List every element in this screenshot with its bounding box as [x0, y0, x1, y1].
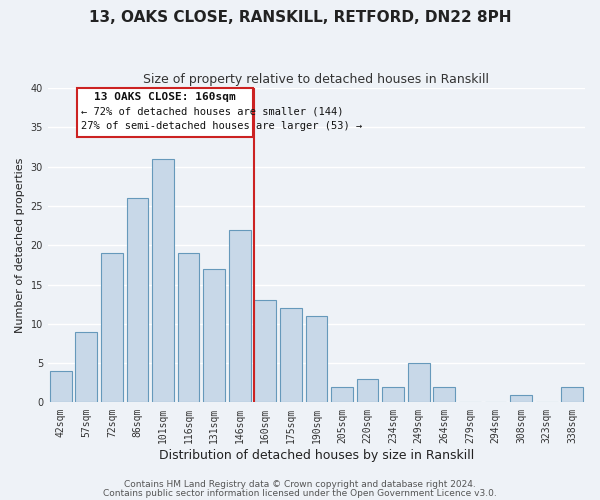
Bar [76, 332, 97, 402]
Text: 13 OAKS CLOSE: 160sqm: 13 OAKS CLOSE: 160sqm [94, 92, 236, 102]
Bar [203, 269, 225, 402]
Bar [101, 253, 123, 402]
Bar [152, 159, 174, 402]
Bar [305, 316, 328, 402]
Bar [382, 386, 404, 402]
Y-axis label: Number of detached properties: Number of detached properties [15, 158, 25, 333]
Bar [280, 308, 302, 402]
Text: Contains public sector information licensed under the Open Government Licence v3: Contains public sector information licen… [103, 488, 497, 498]
Text: 13, OAKS CLOSE, RANSKILL, RETFORD, DN22 8PH: 13, OAKS CLOSE, RANSKILL, RETFORD, DN22 … [89, 10, 511, 25]
Bar [357, 379, 379, 402]
Bar [510, 394, 532, 402]
Bar [433, 386, 455, 402]
Text: ← 72% of detached houses are smaller (144): ← 72% of detached houses are smaller (14… [81, 107, 344, 117]
Bar [127, 198, 148, 402]
Bar [178, 253, 199, 402]
Bar [408, 363, 430, 403]
Bar [229, 230, 251, 402]
Text: Contains HM Land Registry data © Crown copyright and database right 2024.: Contains HM Land Registry data © Crown c… [124, 480, 476, 489]
Bar [562, 386, 583, 402]
Title: Size of property relative to detached houses in Ranskill: Size of property relative to detached ho… [143, 72, 490, 86]
Bar [50, 371, 71, 402]
Text: 27% of semi-detached houses are larger (53) →: 27% of semi-detached houses are larger (… [81, 121, 362, 131]
Bar [254, 300, 276, 402]
X-axis label: Distribution of detached houses by size in Ranskill: Distribution of detached houses by size … [159, 450, 474, 462]
Bar [331, 386, 353, 402]
FancyBboxPatch shape [77, 88, 253, 137]
